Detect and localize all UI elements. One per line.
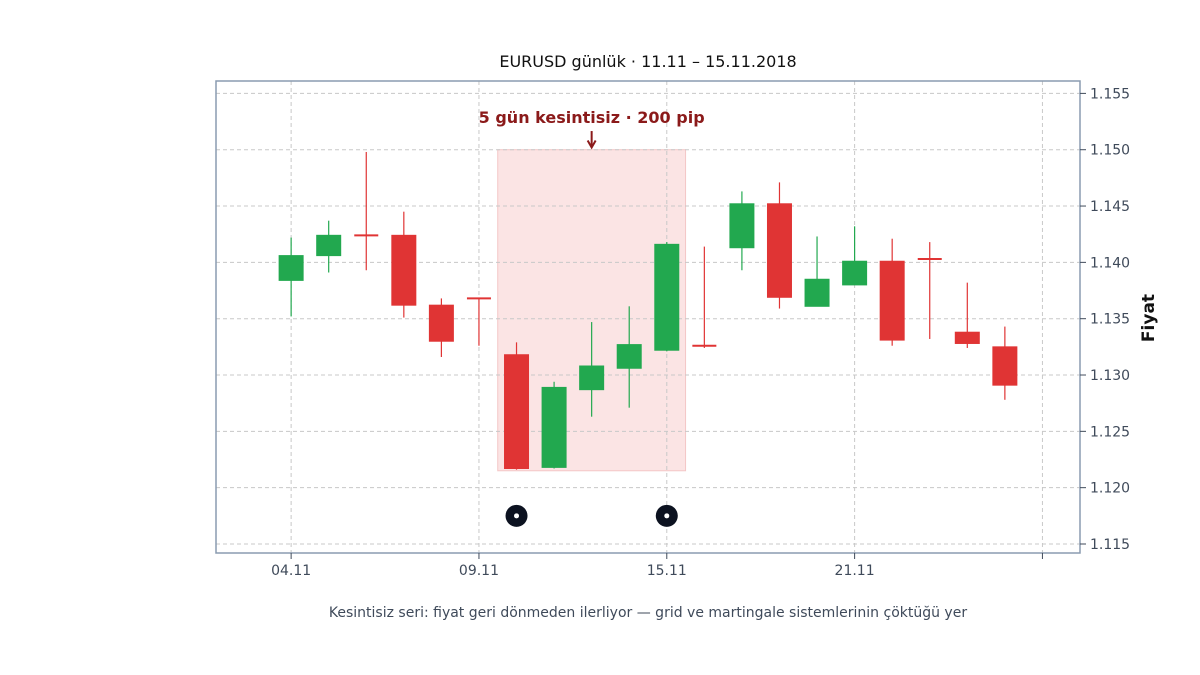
streak-highlight [497,149,687,472]
annotation-arrow-head [586,139,597,150]
grid-layer [216,81,1080,553]
x-tick-label: 09.11 [459,563,499,579]
chart-title: EURUSD günlük · 11.11 – 15.11.2018 [499,52,796,71]
candle-body [504,354,530,470]
candle [766,182,792,309]
x-tick-label: 04.11 [271,563,311,579]
candle [992,326,1018,400]
candle-body [654,243,680,351]
y-axis-label: Fiyat [1139,294,1159,342]
candle [729,191,755,271]
candle-body [579,365,605,391]
annotation-layer: 5 gün kesintisiz · 200 pip [479,108,705,150]
y-tick-label: 1.145 [1090,199,1130,215]
candle [541,381,567,469]
y-axis: 1.115 1.120 1.125 1.130 1.135 1.140 1.145 1.150… [1080,86,1130,553]
x-tick-label: 15.11 [647,563,687,579]
candle-layer [278,151,1018,470]
streak-annotation: 5 gün kesintisiz · 200 pip [479,108,705,127]
candle-body [879,260,905,341]
x-tick-label: 21.11 [835,563,875,579]
candle-body [316,234,342,257]
y-tick-label: 1.150 [1090,143,1130,159]
candle-body [804,278,830,307]
candle [354,151,379,271]
candle [954,282,980,348]
plot-frame [215,80,1081,554]
candle-body [729,203,755,249]
y-tick-label: 1.135 [1090,312,1130,328]
candle [879,238,905,346]
candle [917,242,942,339]
highlight-layer [497,149,687,472]
candle-body [954,331,980,344]
candle [804,236,830,307]
y-tick-label: 1.120 [1090,481,1130,497]
candle-body [428,304,454,342]
streak-marker [655,504,678,527]
candle [842,226,868,286]
candle-body [992,346,1018,386]
marker-layer [505,504,678,527]
y-tick-label: 1.155 [1090,86,1130,102]
candle-body [616,344,642,369]
candle [654,242,680,352]
x-axis: 04.11 09.11 15.11 21.11 [271,553,1043,579]
candle-body [391,234,417,306]
marker-center [514,513,520,519]
streak-marker [505,504,528,527]
candle [616,306,642,408]
candle [278,237,304,317]
candle [466,297,491,346]
y-tick-label: 1.115 [1090,537,1130,553]
candle [428,298,454,357]
candle-body [278,255,304,281]
marker-center [664,513,670,519]
candle [692,246,717,348]
y-tick-label: 1.125 [1090,424,1130,440]
candle [391,211,417,318]
candle-body [842,260,868,286]
candle-body [766,203,792,298]
candle [579,322,605,417]
candle [316,220,342,273]
chart-caption: Kesintisiz seri: fiyat geri dönmeden ile… [329,605,967,621]
y-tick-label: 1.130 [1090,368,1130,384]
candle [504,342,530,470]
candle-body [541,386,567,468]
y-tick-label: 1.140 [1090,255,1130,271]
